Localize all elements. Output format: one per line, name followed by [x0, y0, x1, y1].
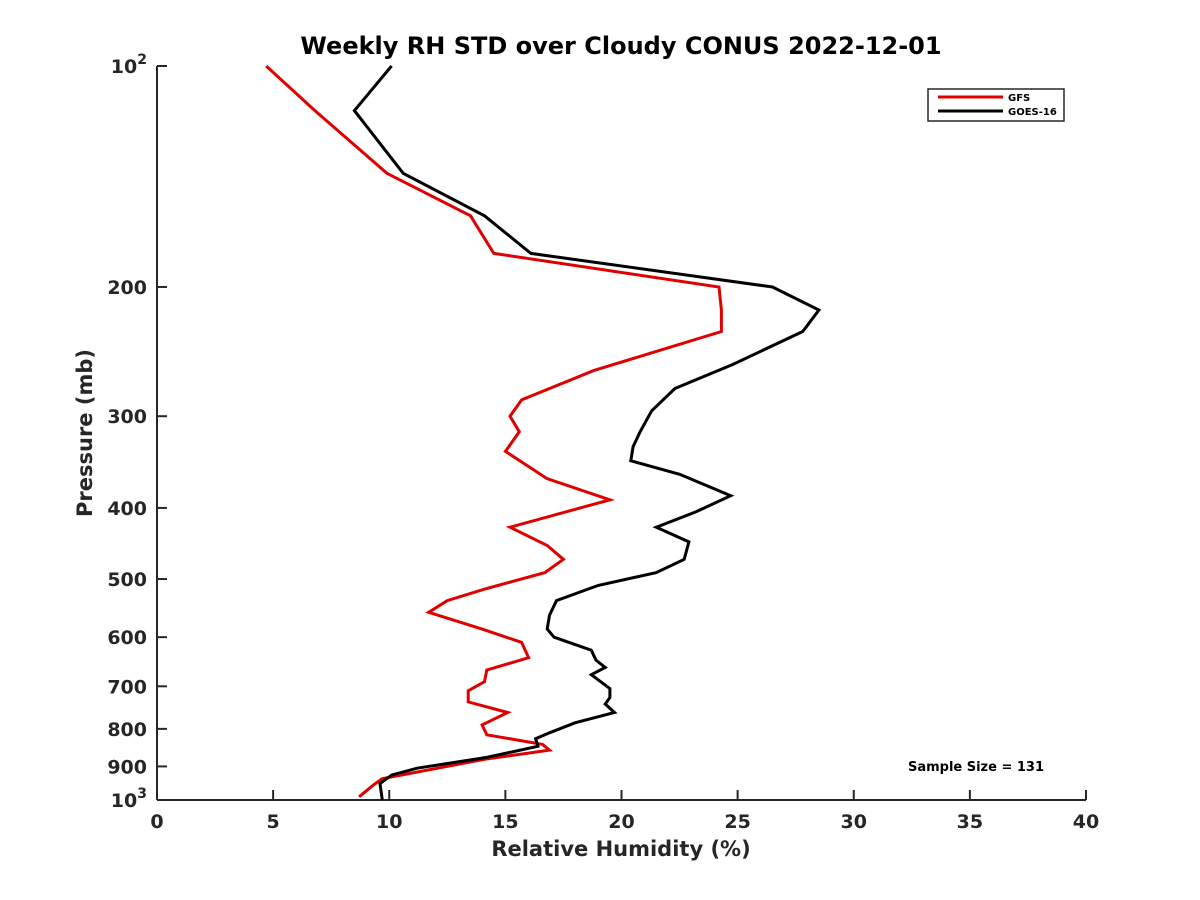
- y-tick-label: 500: [107, 569, 147, 591]
- y-tick-label: 200: [107, 277, 147, 299]
- x-tick-label: 30: [841, 811, 867, 833]
- series-line-gfs: [265, 64, 723, 798]
- x-tick-label: 10: [376, 811, 402, 833]
- x-axis-label: Relative Humidity (%): [491, 837, 750, 861]
- legend-box: [927, 88, 1065, 122]
- sample-size-annotation: Sample Size = 131: [908, 760, 1044, 775]
- y-tick-exponent: 2: [137, 52, 147, 68]
- legend-entry: GOES-16: [1008, 107, 1057, 118]
- x-tick-label: 0: [150, 811, 163, 833]
- legend-entry: GFS: [1008, 93, 1030, 104]
- x-tick-label: 35: [957, 811, 983, 833]
- y-axis-label: Pressure (mb): [73, 349, 97, 517]
- x-tick-label: 20: [608, 811, 634, 833]
- plot-area: 0 5 10 15 20 25 30 35 40 102 200 300 400 500 600 700 800…: [107, 52, 1099, 833]
- y-tick-label: 400: [107, 498, 147, 520]
- y-tick-label: 800: [107, 719, 147, 741]
- x-tick-label: 5: [267, 811, 280, 833]
- x-tick-label: 25: [724, 811, 750, 833]
- x-tick-label: 15: [492, 811, 518, 833]
- x-tick-label: 40: [1073, 811, 1099, 833]
- y-tick-label: 300: [107, 406, 147, 428]
- y-tick-label: 103: [111, 786, 147, 812]
- y-tick-label: 900: [107, 756, 147, 778]
- chart-title: Weekly RH STD over Cloudy CONUS 2022-12-…: [300, 32, 941, 60]
- y-tick-label: 600: [107, 627, 147, 649]
- y-tick-label: 700: [107, 676, 147, 698]
- legend: GFS GOES-16: [927, 88, 1065, 122]
- series-line-goes-16: [352, 65, 822, 801]
- y-tick-exponent: 3: [137, 786, 147, 802]
- y-tick-label: 102: [111, 52, 147, 78]
